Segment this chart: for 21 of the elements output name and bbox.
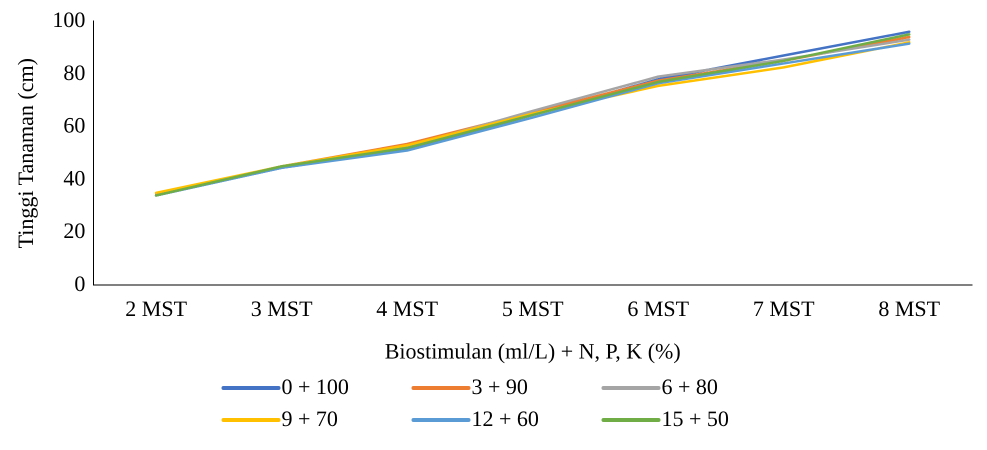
legend-label: 3 + 90 (472, 374, 528, 399)
legend-label: 6 + 80 (662, 374, 718, 399)
x-axis-title: Biostimulan (ml/L) + N, P, K (%) (384, 338, 681, 364)
x-tick-label: 4 MST (376, 296, 439, 322)
legend-label: 0 + 100 (282, 374, 349, 399)
y-axis-title: Tinggi Tanaman (cm) (12, 58, 38, 248)
y-tick-label: 20 (63, 218, 86, 244)
legend-label: 9 + 70 (282, 406, 338, 431)
y-tick-label: 0 (74, 270, 86, 296)
x-tick-label: 7 MST (752, 296, 816, 322)
y-tick-label: 80 (63, 60, 86, 85)
y-tick-label: 60 (63, 112, 86, 138)
x-tick-label: 8 MST (878, 296, 941, 322)
y-tick-label: 100 (52, 6, 86, 32)
legend-label: 15 + 50 (662, 406, 729, 431)
x-tick-label: 3 MST (250, 296, 314, 322)
x-tick-label: 6 MST (627, 296, 690, 322)
legend-label: 12 + 60 (472, 406, 539, 431)
y-tick-label: 40 (63, 165, 86, 190)
x-tick-label: 2 MST (125, 296, 188, 322)
x-tick-label: 5 MST (502, 296, 564, 322)
